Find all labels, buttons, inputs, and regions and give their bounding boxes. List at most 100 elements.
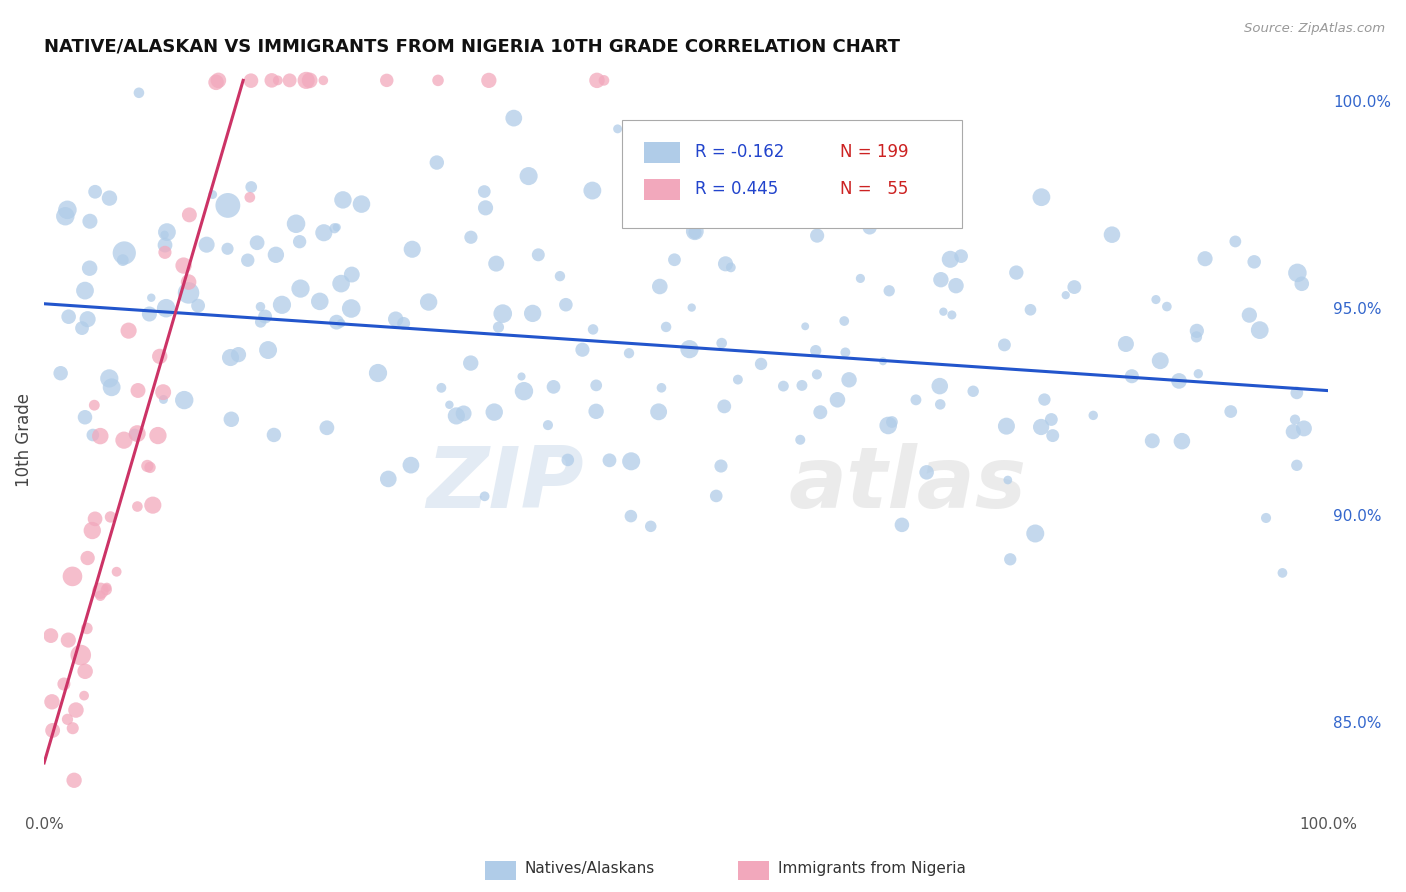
Point (69, 648, 91, 662)
Point (312, 226, 335, 240)
Point (73, 410, 96, 425)
Point (453, 406, 475, 420)
Point (228, 348, 250, 362)
Point (139, 460, 162, 475)
Point (664, 252, 686, 267)
Point (804, 343, 827, 358)
Point (827, 392, 849, 407)
Point (156, 225, 179, 239)
Point (1031, 190, 1053, 204)
Point (52, 677, 75, 691)
Point (543, 380, 565, 394)
Point (581, 184, 603, 198)
Point (153, 245, 176, 260)
Point (136, 458, 159, 473)
Point (267, 73, 290, 87)
Point (83, 398, 105, 412)
Point (153, 227, 176, 242)
Point (997, 473, 1019, 487)
Point (288, 235, 311, 249)
Point (1284, 412, 1306, 426)
Point (502, 111, 524, 125)
Point (330, 277, 353, 291)
Point (84, 185, 107, 199)
Point (890, 517, 912, 532)
Point (537, 418, 560, 433)
Point (401, 242, 423, 256)
Point (257, 343, 280, 357)
Point (62, 569, 84, 583)
Text: N = 199: N = 199 (841, 143, 908, 161)
Point (548, 269, 571, 284)
Point (492, 307, 515, 321)
Point (932, 304, 955, 318)
Point (98, 371, 121, 385)
Point (96, 580, 118, 594)
Point (1271, 566, 1294, 580)
Point (929, 273, 952, 287)
Point (993, 338, 1015, 352)
Point (1285, 458, 1308, 473)
Point (678, 342, 700, 356)
Point (173, 259, 195, 273)
Point (399, 458, 422, 472)
Point (845, 211, 868, 226)
Point (872, 354, 894, 368)
Text: R = -0.162: R = -0.162 (695, 143, 785, 161)
Point (557, 453, 579, 467)
Point (278, 73, 301, 87)
Point (308, 294, 330, 309)
Y-axis label: 10th Grade: 10th Grade (15, 393, 32, 487)
Point (806, 368, 828, 382)
Point (316, 421, 339, 435)
Point (1042, 428, 1064, 442)
Point (79, 214, 101, 228)
Point (124, 427, 146, 442)
Point (794, 319, 817, 334)
Point (1243, 255, 1265, 269)
Point (127, 384, 149, 398)
Point (330, 316, 353, 330)
Point (298, 73, 321, 87)
Point (295, 73, 318, 87)
Point (62, 721, 84, 735)
Point (704, 489, 727, 503)
Point (554, 298, 576, 312)
Point (517, 169, 540, 183)
Point (598, 453, 620, 467)
Point (945, 278, 967, 293)
Point (105, 565, 128, 579)
Point (177, 275, 200, 289)
Point (586, 73, 609, 87)
Point (1187, 367, 1209, 381)
Point (153, 238, 176, 252)
Point (56, 202, 79, 217)
Point (96, 582, 118, 597)
Point (112, 433, 135, 447)
Point (647, 405, 669, 419)
Point (73, 689, 96, 703)
Point (350, 197, 373, 211)
Point (880, 415, 903, 429)
Point (1029, 420, 1052, 434)
Bar (644, 142, 679, 162)
Point (201, 187, 224, 202)
Point (683, 226, 706, 240)
Point (472, 185, 495, 199)
Point (367, 366, 389, 380)
Point (808, 405, 831, 419)
Point (260, 73, 283, 87)
Point (332, 193, 354, 207)
Point (1024, 526, 1046, 541)
Point (56, 712, 79, 726)
Point (177, 285, 200, 300)
Point (1033, 392, 1056, 407)
Point (138, 307, 160, 321)
Point (312, 73, 335, 87)
Point (439, 398, 461, 412)
Point (79, 261, 101, 276)
Point (1225, 235, 1247, 249)
Point (950, 249, 973, 263)
Point (488, 320, 510, 334)
Point (751, 178, 773, 192)
